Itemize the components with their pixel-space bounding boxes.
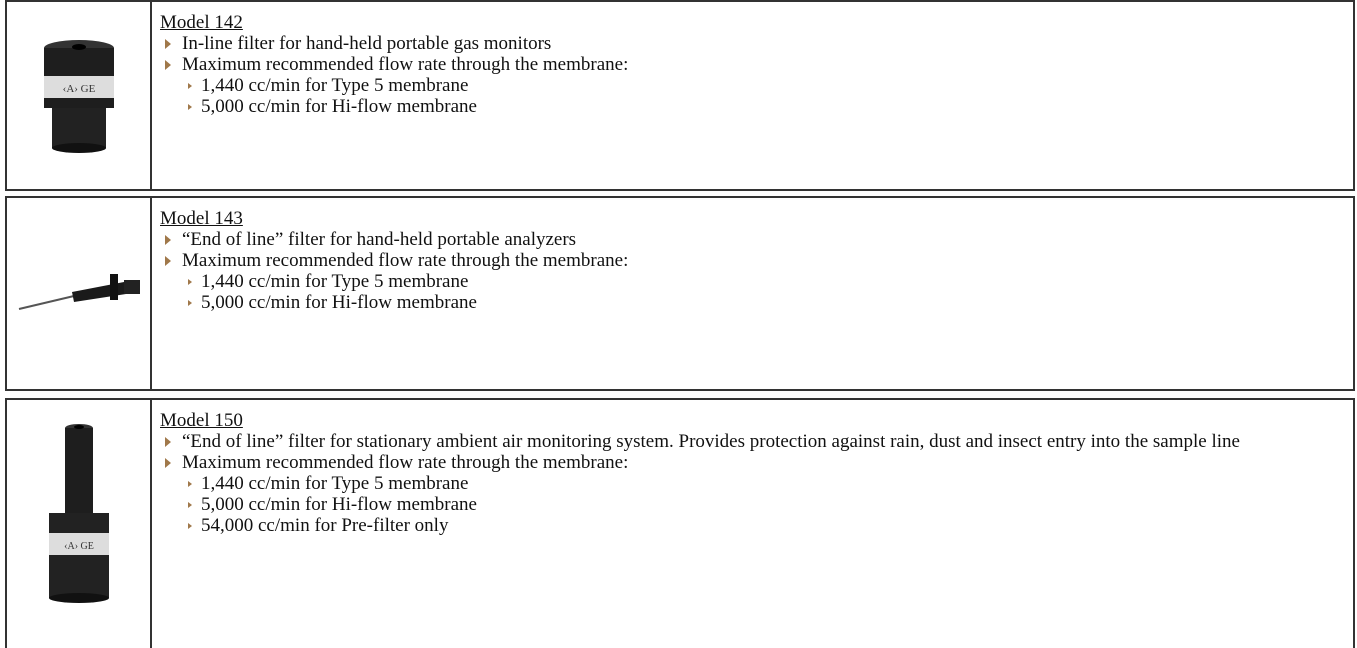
filter-142: ‹A› GE: [43, 39, 114, 153]
bullet-text: Maximum recommended flow rate through th…: [182, 452, 629, 473]
product-text: Model 143 “End of line” filter for hand-h…: [152, 198, 642, 389]
bullet-text: Maximum recommended flow rate through th…: [182, 250, 629, 271]
model-title: Model 150: [160, 410, 243, 431]
bullet-item: “End of line” filter for stationary ambi…: [160, 431, 1240, 452]
sub-item: 54,000 cc/min for Pre-filter only: [182, 515, 1240, 536]
sub-item: 1,440 cc/min for Type 5 membrane: [182, 75, 628, 96]
product-text: Model 142 In-line filter for hand-held po…: [152, 2, 642, 189]
sub-item: 5,000 cc/min for Hi-flow membrane: [182, 96, 628, 117]
bullet-list: “End of line” filter for stationary ambi…: [160, 431, 1240, 536]
sub-list: 1,440 cc/min for Type 5 membrane 5,000 cc…: [182, 473, 1240, 536]
svg-text:‹A› GE: ‹A› GE: [62, 83, 95, 95]
model-title: Model 143: [160, 208, 243, 229]
bullet-item: Maximum recommended flow rate through th…: [160, 250, 628, 313]
bullet-text: In-line filter for hand-held portable ga…: [182, 33, 552, 54]
svg-text:‹A› GE: ‹A› GE: [64, 541, 94, 552]
product-text: Model 150 “End of line” filter for statio…: [152, 400, 1254, 648]
bullet-item: “End of line” filter for hand-held porta…: [160, 229, 628, 250]
product-image: ‹A› GE: [7, 2, 152, 189]
product-image: ‹A› GE: [7, 400, 152, 648]
product-row: ‹A› GE Model 150 “End of line” filter for…: [5, 398, 1355, 648]
filter-150: ‹A› GE: [48, 424, 109, 603]
product-row: Model 143 “End of line” filter for hand-h…: [5, 196, 1355, 391]
bullet-list: “End of line” filter for hand-held porta…: [160, 229, 628, 313]
sub-item: 5,000 cc/min for Hi-flow membrane: [182, 292, 628, 313]
bullet-item: Maximum recommended flow rate through th…: [160, 452, 1240, 536]
sub-item: 5,000 cc/min for Hi-flow membrane: [182, 494, 1240, 515]
bullet-text: “End of line” filter for stationary ambi…: [182, 431, 1240, 452]
sub-list: 1,440 cc/min for Type 5 membrane 5,000 cc…: [182, 271, 628, 313]
bullet-text: Maximum recommended flow rate through th…: [182, 54, 629, 75]
product-image: [7, 198, 152, 389]
filter-143: [18, 273, 140, 310]
product-row: ‹A› GE Model 142 In-line filter for hand-…: [5, 0, 1355, 191]
bullet-text: “End of line” filter for hand-held porta…: [182, 229, 577, 250]
bullet-list: In-line filter for hand-held portable ga…: [160, 33, 628, 117]
bullet-item: Maximum recommended flow rate through th…: [160, 54, 628, 117]
sub-item: 1,440 cc/min for Type 5 membrane: [182, 271, 628, 292]
sub-item: 1,440 cc/min for Type 5 membrane: [182, 473, 1240, 494]
bullet-item: In-line filter for hand-held portable ga…: [160, 33, 628, 54]
model-title: Model 142: [160, 12, 243, 33]
sub-list: 1,440 cc/min for Type 5 membrane 5,000 cc…: [182, 75, 628, 117]
